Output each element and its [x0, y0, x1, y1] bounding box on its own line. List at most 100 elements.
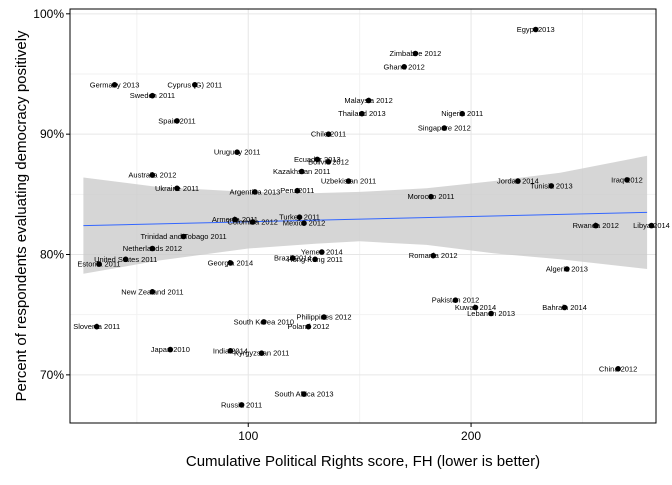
data-point — [532, 26, 539, 33]
data-point — [459, 110, 466, 117]
data-point — [321, 314, 327, 320]
y-axis-title: Percent of respondents evaluating democr… — [13, 30, 30, 402]
data-point — [412, 50, 419, 57]
point-label: Ukraine 2011 — [155, 184, 199, 193]
point-label: Egypt 2013 — [517, 25, 555, 34]
data-point — [548, 183, 555, 189]
data-point — [122, 256, 129, 263]
y-tick-label: 70% — [40, 368, 64, 382]
confidence-band — [83, 155, 648, 274]
trend-line-path — [83, 211, 648, 227]
point-label: Bolivia 2012 — [308, 157, 349, 166]
data-point — [93, 323, 100, 330]
point-label: Slovenia 2011 — [73, 322, 120, 331]
data-point — [430, 252, 437, 259]
data-point — [325, 131, 332, 137]
data-point — [227, 348, 234, 354]
point-label: Turkey 2011 — [279, 213, 320, 222]
data-point — [305, 323, 312, 330]
point-label: New Zealand 2011 — [121, 287, 183, 296]
point-label: Thailand 2013 — [338, 109, 386, 118]
point-label: Uzbekistan 2011 — [321, 177, 376, 186]
data-point — [345, 178, 352, 184]
data-point — [452, 297, 459, 304]
data-point — [261, 319, 267, 325]
point-label: South Africa 2013 — [274, 390, 333, 399]
point-label: Argentina 2013 — [229, 187, 280, 196]
point-labels: Egypt 2013 Zimbabve 2012 Ghana 2012 Germany… — [73, 25, 670, 409]
point-label: Chile 2011 — [311, 130, 346, 139]
point-label: Tunisia 2013 — [530, 181, 573, 190]
point-label: Colombia 2012 — [227, 218, 277, 227]
point-label: Nigeria 2011 — [441, 109, 483, 118]
data-point — [312, 256, 318, 263]
point-label: Morocco 2011 — [408, 192, 455, 201]
data-point — [149, 172, 156, 178]
data-point — [359, 110, 365, 117]
point-label: Brazil 2014 — [274, 254, 312, 263]
point-label: Uruguay 2011 — [214, 148, 261, 157]
data-point — [149, 289, 156, 295]
confidence-band-area — [83, 155, 648, 274]
data-point — [624, 177, 630, 183]
data-point — [365, 97, 372, 104]
point-label: Kuwait 2014 — [455, 303, 496, 312]
point-label: Georgia 2014 — [208, 258, 253, 267]
point-label: India 2014 — [213, 346, 248, 355]
point-label: Spain 2011 — [158, 116, 195, 125]
data-point — [298, 168, 305, 175]
data-point — [149, 92, 156, 99]
point-label: Estonia 2011 — [77, 260, 120, 269]
data-point — [319, 249, 325, 255]
point-label: Kazakhstan 2011 — [273, 167, 330, 176]
data-point — [648, 222, 655, 229]
plot-frame — [69, 8, 657, 424]
point-label: Pakistan 2012 — [432, 296, 480, 305]
point-label: Bahrain 2014 — [542, 303, 587, 312]
data-point — [238, 402, 245, 408]
data-point — [615, 366, 621, 372]
point-label: Romania 2012 — [409, 251, 458, 260]
point-label: Peru 2011 — [280, 186, 314, 195]
data-point — [111, 82, 118, 88]
data-point — [441, 125, 448, 131]
data-point — [561, 304, 568, 311]
y-tick-label: 100% — [33, 7, 64, 21]
point-label: Ghana 2012 — [384, 62, 425, 71]
data-point — [290, 255, 296, 261]
point-label: Russia 2011 — [221, 400, 262, 409]
point-label: Malaysia 2012 — [344, 96, 392, 105]
data-point — [296, 214, 303, 220]
point-label: Jordan 2014 — [497, 177, 539, 186]
data-point — [515, 178, 521, 184]
point-label: Trinidad and Tobago 2011 — [141, 232, 227, 241]
data-point — [192, 82, 198, 88]
axes: 100 200 70% 80% 90% 100% — [33, 7, 481, 443]
data-point — [314, 156, 321, 163]
data-point — [472, 304, 479, 311]
y-tick-label: 80% — [40, 248, 64, 262]
data-point — [249, 219, 256, 225]
point-label: Mexico 2012 — [283, 219, 326, 228]
data-point — [301, 391, 307, 397]
data-point — [564, 266, 570, 272]
data-points — [93, 26, 655, 408]
x-axis-title: Cumulative Political Rights score, FH (l… — [186, 453, 540, 470]
point-label: Lebanon 2013 — [467, 309, 515, 318]
point-label: Philippines 2012 — [296, 313, 351, 322]
point-label: Algeria 2013 — [546, 265, 588, 274]
data-point — [258, 350, 265, 357]
point-label: Zimbabve 2012 — [390, 49, 442, 58]
point-label: Yemen 2014 — [301, 248, 343, 257]
point-label: United States 2011 — [94, 255, 157, 264]
data-point — [149, 245, 156, 252]
data-point — [180, 233, 187, 240]
point-label: Poland 2012 — [287, 322, 329, 331]
data-point — [174, 185, 180, 192]
data-point — [234, 149, 240, 155]
point-label: Hong Kong 2011 — [287, 255, 343, 264]
point-label: Sweden 2011 — [130, 91, 175, 100]
data-point — [593, 222, 599, 229]
trend-line — [83, 211, 648, 227]
